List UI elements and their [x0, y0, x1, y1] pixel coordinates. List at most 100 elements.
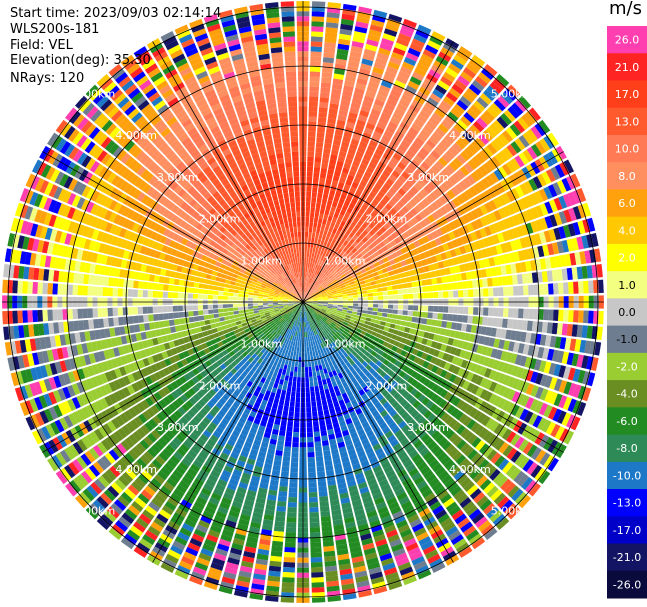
velocity-gate [163, 481, 175, 492]
velocity-gate [324, 321, 330, 327]
velocity-gate [390, 89, 402, 98]
velocity-gate [440, 412, 450, 422]
velocity-gate [170, 492, 182, 503]
velocity-gate [420, 161, 431, 171]
velocity-gate [257, 351, 264, 358]
velocity-gate [408, 127, 419, 137]
velocity-gate [175, 484, 187, 494]
velocity-gate [566, 323, 573, 337]
velocity-gate [338, 271, 345, 277]
velocity-gate [340, 287, 347, 291]
velocity-gate [475, 152, 486, 164]
velocity-gate [196, 390, 205, 399]
velocity-gate [311, 582, 325, 588]
velocity-gate [345, 242, 352, 249]
velocity-gate [63, 415, 74, 428]
velocity-gate [351, 555, 364, 564]
velocity-gate [340, 404, 347, 411]
velocity-gate [245, 541, 258, 549]
velocity-gate [351, 311, 358, 315]
velocity-gate [490, 327, 497, 337]
velocity-gate [479, 227, 488, 238]
velocity-gate [554, 164, 566, 178]
velocity-gate [324, 373, 330, 379]
velocity-gate [252, 321, 258, 326]
velocity-gate [332, 250, 337, 257]
velocity-gate [243, 424, 251, 432]
velocity-gate [195, 373, 204, 381]
velocity-gate [319, 172, 327, 179]
velocity-gate [337, 155, 346, 163]
velocity-gate [333, 363, 339, 370]
velocity-gate [401, 500, 413, 510]
velocity-gate [408, 328, 416, 335]
velocity-gate [271, 545, 283, 552]
velocity-gate [184, 471, 195, 482]
velocity-gate [330, 205, 337, 213]
velocity-gate [525, 222, 534, 235]
velocity-gate [510, 188, 520, 200]
velocity-gate [360, 250, 367, 256]
velocity-gate [511, 201, 521, 213]
velocity-gate [311, 279, 315, 285]
velocity-gate [426, 97, 439, 108]
velocity-gate [333, 73, 345, 80]
velocity-gate [448, 200, 457, 210]
velocity-gate [383, 567, 398, 576]
velocity-gate [167, 393, 176, 403]
velocity-gate [154, 426, 165, 437]
velocity-gate [99, 397, 109, 409]
velocity-gate [309, 376, 314, 382]
velocity-gate [308, 320, 312, 327]
velocity-gate [220, 581, 234, 590]
velocity-gate [471, 512, 485, 525]
velocity-gate [449, 161, 459, 172]
velocity-gate [278, 368, 283, 375]
velocity-gate [377, 405, 385, 414]
velocity-gate [100, 455, 112, 468]
velocity-gate [471, 140, 482, 152]
velocity-gate [435, 386, 444, 396]
velocity-gate [284, 441, 292, 447]
velocity-gate [428, 292, 434, 299]
velocity-gate [435, 342, 443, 350]
velocity-gate [237, 523, 249, 531]
velocity-gate [310, 537, 321, 543]
velocity-gate [311, 1, 326, 7]
velocity-gate [263, 329, 269, 335]
velocity-gate [307, 310, 311, 316]
velocity-gate [307, 302, 313, 304]
velocity-gate [423, 469, 434, 480]
velocity-gate [144, 421, 154, 432]
velocity-gate [166, 477, 178, 488]
velocity-gate [481, 68, 495, 81]
velocity-gate [358, 528, 371, 536]
velocity-gate [364, 266, 371, 272]
velocity-gate [348, 112, 358, 120]
velocity-gate [382, 291, 388, 296]
velocity-gate [407, 432, 417, 441]
velocity-gate [287, 421, 294, 427]
velocity-gate [177, 406, 187, 416]
velocity-gate [407, 418, 417, 428]
velocity-gate [332, 334, 338, 340]
velocity-gate [474, 229, 483, 240]
velocity-gate [367, 478, 378, 487]
velocity-gate [544, 257, 552, 269]
velocity-gate [291, 447, 299, 453]
velocity-gate [355, 445, 364, 454]
velocity-gate [169, 473, 181, 484]
velocity-gate [307, 331, 310, 337]
velocity-gate [410, 370, 419, 379]
velocity-gate [212, 430, 222, 439]
velocity-gate [189, 418, 199, 428]
velocity-gate [308, 497, 318, 503]
velocity-rays [2, 1, 604, 603]
velocity-gate [290, 340, 294, 346]
velocity-gate [283, 314, 288, 319]
velocity-gate [342, 216, 349, 223]
velocity-gate [323, 550, 336, 557]
velocity-gate [360, 459, 370, 468]
velocity-gate [289, 406, 295, 412]
velocity-gate [306, 304, 312, 309]
